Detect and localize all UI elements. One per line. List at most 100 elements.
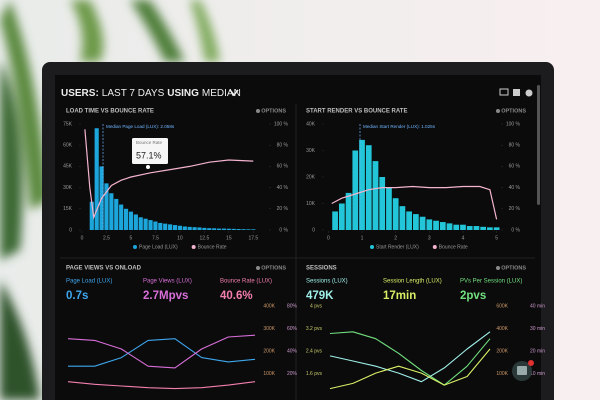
bar xyxy=(114,198,119,230)
axis-label: 400K xyxy=(496,326,508,332)
bar xyxy=(231,228,236,230)
bar xyxy=(133,214,138,230)
x-tick-label: 5 xyxy=(495,235,498,241)
series-line xyxy=(329,348,491,390)
y-tick-label: 15K xyxy=(63,206,73,212)
metric-value: 479K xyxy=(306,290,334,302)
axis-label: 100K xyxy=(263,371,275,377)
bar xyxy=(216,228,222,230)
x-tick-label: 10 xyxy=(177,235,183,241)
bar xyxy=(460,224,466,230)
bar xyxy=(128,211,134,230)
options-button[interactable]: OPTIONS xyxy=(501,108,526,114)
legend-label: Bounce Rate xyxy=(439,244,468,250)
x-tick-label: 17.5 xyxy=(248,235,258,241)
metric-value: 2pvs xyxy=(460,290,486,302)
series-line xyxy=(67,334,256,369)
legend-label: Page Load (LUX) xyxy=(139,244,178,250)
scrollbar[interactable] xyxy=(537,85,540,205)
axis-label: 2.4 pvs xyxy=(306,348,323,354)
y2-tick-label: 80 % xyxy=(277,143,289,149)
panel-title: START RENDER VS BOUNCE RATE xyxy=(306,109,407,115)
bar xyxy=(119,204,124,230)
axis-label: 100K xyxy=(496,371,508,377)
bar xyxy=(480,226,487,230)
legend-swatch xyxy=(370,245,374,249)
bar xyxy=(187,226,192,230)
bar xyxy=(487,227,493,230)
bar xyxy=(158,222,163,230)
bar xyxy=(241,229,246,230)
y2-tick-label: 60 % xyxy=(509,164,521,170)
bar xyxy=(94,128,99,230)
bar xyxy=(172,225,178,230)
dropdown-caret[interactable] xyxy=(229,89,239,97)
tooltip xyxy=(132,138,168,164)
bar xyxy=(246,229,251,230)
bounce-line xyxy=(84,129,254,220)
metric-label: PVs Per Session (LUX) xyxy=(460,279,522,285)
axis-label: 60% xyxy=(287,326,298,332)
legend-label: Start Render (LUX) xyxy=(376,244,419,250)
chat-button[interactable] xyxy=(512,360,534,381)
bar xyxy=(207,228,212,230)
plant xyxy=(0,0,220,400)
bar xyxy=(153,221,158,230)
metric-value: 40.6% xyxy=(220,290,253,302)
axis-label: 40 min xyxy=(530,303,545,309)
gear-icon xyxy=(256,266,260,270)
y-tick-label: 75K xyxy=(63,121,73,127)
bar xyxy=(236,229,241,230)
bar xyxy=(123,208,129,230)
bar xyxy=(379,177,386,230)
axis-label: 20% xyxy=(287,371,298,377)
options-button[interactable]: OPTIONS xyxy=(261,108,286,114)
bar xyxy=(352,150,359,230)
bar xyxy=(399,206,406,230)
axis-label: 600K xyxy=(496,303,508,309)
tooltip-label: Bounce Rate xyxy=(136,140,163,145)
bar xyxy=(345,192,352,230)
axis-label: 80% xyxy=(287,303,298,309)
axis-label: 200K xyxy=(496,348,508,354)
bar xyxy=(386,187,392,230)
axis-label: 200K xyxy=(263,348,275,354)
panel-title: PAGE VIEWS VS ONLOAD xyxy=(66,266,142,272)
bar xyxy=(202,227,207,230)
bar xyxy=(433,220,439,230)
y2-tick-label: 0 % xyxy=(279,227,288,233)
y-tick-label: 45K xyxy=(63,164,73,170)
y-tick-label: 40K xyxy=(306,121,316,127)
bar xyxy=(406,211,412,230)
axis-label: 300K xyxy=(263,326,275,332)
series-line xyxy=(329,331,491,386)
y-tick-label: 30K xyxy=(63,185,73,191)
y2-tick-label: 40 % xyxy=(509,185,521,191)
bar xyxy=(168,224,173,230)
options-button[interactable]: OPTIONS xyxy=(261,265,286,271)
y-tick-label: 20K xyxy=(306,174,316,180)
bar xyxy=(163,223,168,230)
tooltip-point xyxy=(146,165,150,169)
icon[interactable] xyxy=(525,89,533,97)
axis-label: 1.6 pvs xyxy=(306,371,323,377)
y2-tick-label: 20 % xyxy=(277,206,289,212)
bar xyxy=(251,229,256,230)
header-part: USERS: xyxy=(61,88,99,99)
series-line xyxy=(68,338,256,367)
panel-title: LOAD TIME VS BOUNCE RATE xyxy=(66,109,154,115)
bar xyxy=(338,203,345,230)
header-part: LAST 7 DAYS xyxy=(102,88,165,99)
bar xyxy=(197,227,202,230)
bar xyxy=(192,227,197,230)
icon[interactable] xyxy=(513,89,520,96)
bounce-line xyxy=(331,185,498,220)
metric-value: 17min xyxy=(383,290,416,302)
icon[interactable] xyxy=(499,88,509,96)
median-annotation: Median Start Render (LUX): 1.025s xyxy=(363,124,436,129)
y2-tick-label: 0 % xyxy=(511,227,520,233)
options-button[interactable]: OPTIONS xyxy=(501,265,526,271)
gear-icon xyxy=(256,109,260,113)
